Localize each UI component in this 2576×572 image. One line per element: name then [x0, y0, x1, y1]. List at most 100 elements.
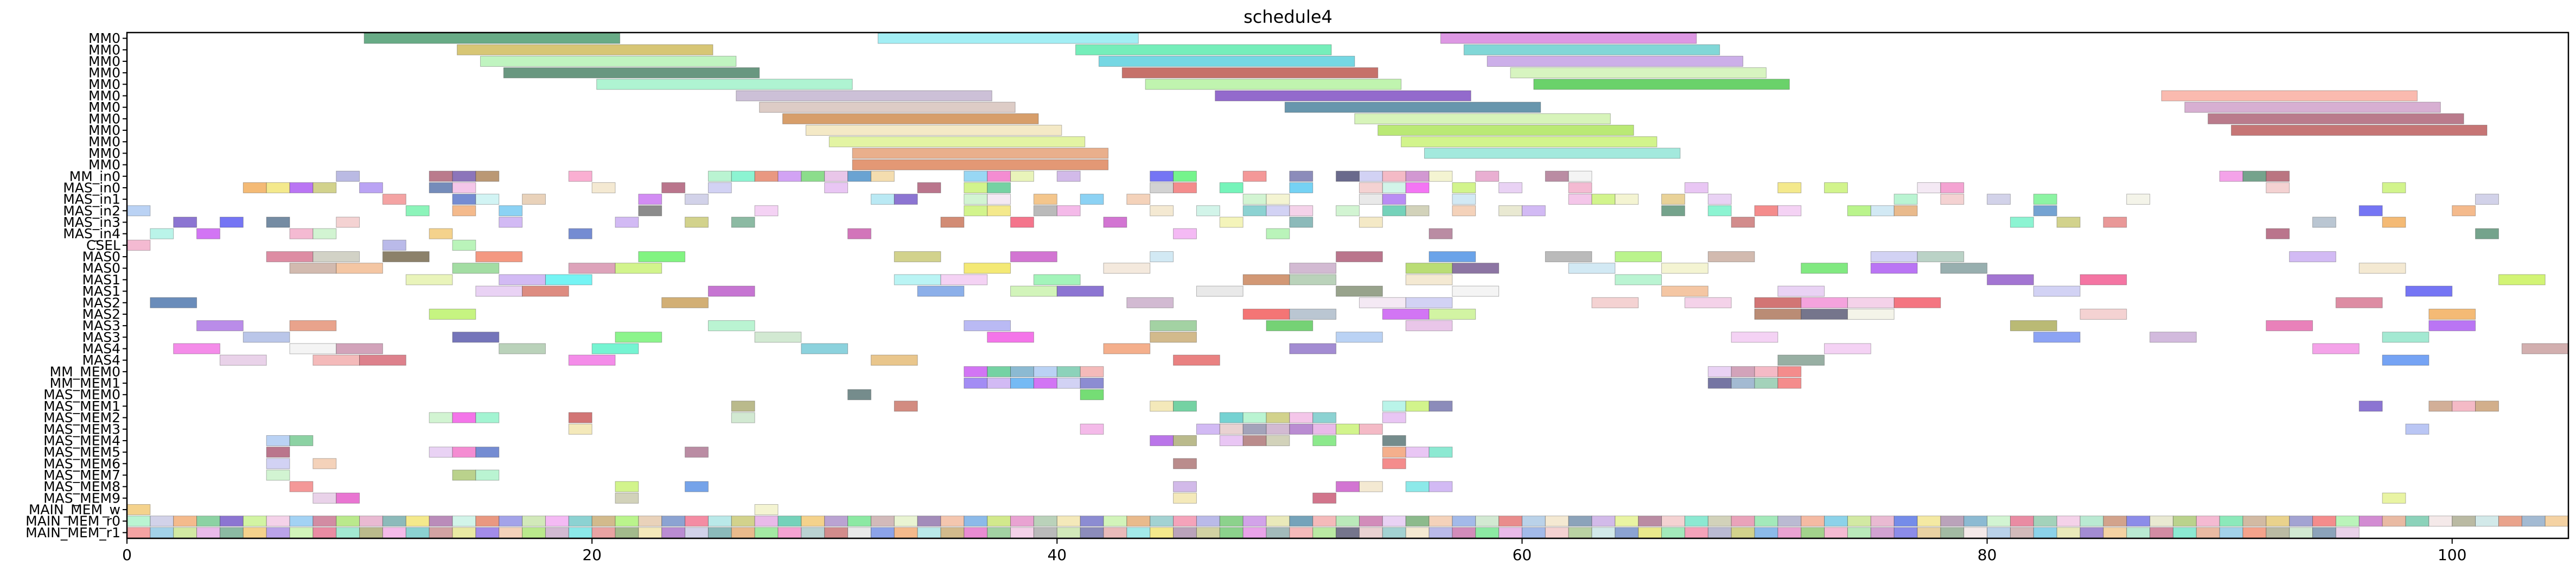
task-bar-126: [452, 205, 476, 217]
task-bar-407: [173, 516, 197, 527]
task-bar-452: [1219, 516, 1244, 527]
y-tick-label: MAS0: [82, 249, 120, 265]
task-bar-497: [2266, 516, 2290, 527]
y-tick-label: MAS4: [82, 352, 120, 368]
task-bar-359: [1266, 423, 1290, 435]
task-bar-70: [452, 182, 476, 193]
task-bar-163: [940, 217, 965, 228]
task-bar-329: [1777, 378, 1802, 389]
task-bar-136: [1242, 205, 1267, 217]
task-bar-226: [940, 274, 988, 285]
task-bar-183: [1266, 228, 1290, 239]
task-bar-394: [1359, 481, 1383, 492]
task-bar-206: [289, 263, 337, 274]
task-bar-527: [522, 527, 546, 538]
task-bar-457: [1336, 516, 1360, 527]
task-bar-582: [1801, 527, 1825, 538]
task-bar-146: [1707, 205, 1732, 217]
task-bar-473: [1707, 516, 1732, 527]
y-tick-label: MAS_MEM3: [43, 421, 120, 437]
task-bar-254: [1684, 297, 1732, 308]
task-bar-485: [1987, 516, 2011, 527]
task-bar-470: [1638, 516, 1662, 527]
task-bar-168: [1359, 217, 1383, 228]
y-tick-label: MAS_in4: [63, 226, 120, 241]
task-bar-141: [1405, 205, 1430, 217]
task-bar-66: [289, 182, 314, 193]
task-bar-67: [313, 182, 337, 193]
task-bar-127: [499, 205, 523, 217]
task-bar-65: [266, 182, 290, 193]
chart-title: schedule4: [1244, 7, 1332, 27]
task-bar-371: [1266, 435, 1290, 446]
task-bar-481: [1893, 516, 1918, 527]
task-bar-491: [2126, 516, 2151, 527]
task-bar-332: [731, 401, 755, 412]
task-bar-194: [638, 251, 686, 263]
task-bar-312: [1010, 366, 1034, 377]
task-bar-338: [1429, 401, 1453, 412]
task-bar-380: [1405, 447, 1430, 458]
task-bar-22: [1354, 113, 1611, 124]
x-tick-label: 100: [2438, 546, 2466, 564]
task-bar-546: [964, 527, 988, 538]
task-bar-31: [852, 159, 1109, 170]
task-bar-118: [1893, 194, 1918, 205]
task-bar-196: [1010, 251, 1057, 263]
task-bar-58: [1475, 170, 1500, 182]
task-bar-158: [336, 217, 360, 228]
task-bar-525: [475, 527, 500, 538]
task-bar-586: [1893, 527, 1918, 538]
task-bar-418: [429, 516, 453, 527]
task-bar-508: [2521, 516, 2546, 527]
task-bar-220: [1940, 263, 1988, 274]
task-bar-27: [828, 136, 1086, 148]
task-bar-96: [452, 194, 476, 205]
task-bar-33: [429, 170, 453, 182]
task-bar-455: [1289, 516, 1313, 527]
task-bar-391: [685, 481, 709, 492]
task-bar-373: [1382, 435, 1406, 446]
task-bar-597: [2150, 527, 2173, 538]
task-bar-377: [475, 447, 500, 458]
task-bar-215: [1452, 263, 1500, 274]
y-tick-label: MAS_MEM4: [43, 433, 120, 448]
task-bar-315: [1080, 366, 1104, 377]
task-bar-519: [336, 527, 360, 538]
task-bar-326: [1707, 378, 1732, 389]
task-bar-131: [987, 205, 1011, 217]
task-bar-19: [1284, 101, 1541, 113]
task-bar-102: [894, 194, 918, 205]
task-bar-514: [219, 527, 244, 538]
task-bar-79: [1173, 182, 1197, 193]
task-bar-366: [289, 435, 314, 446]
y-tick-label: MM0: [88, 53, 120, 69]
task-bar-236: [522, 285, 569, 297]
task-bar-191: [313, 251, 360, 263]
task-bar-289: [2150, 332, 2197, 343]
task-bar-176: [196, 228, 220, 239]
task-bar-111: [1382, 194, 1406, 205]
task-bar-395: [1405, 481, 1430, 492]
task-bar-595: [2103, 527, 2127, 538]
task-bar-564: [1382, 527, 1406, 538]
task-bar-321: [987, 378, 1011, 389]
task-bar-34: [452, 170, 476, 182]
y-tick-label: MM0: [88, 123, 120, 138]
y-tick-label: MM0: [88, 145, 120, 161]
task-bar-358: [1242, 423, 1267, 435]
task-bar-360: [1289, 423, 1313, 435]
task-bar-182: [1173, 228, 1197, 239]
task-bar-69: [429, 182, 453, 193]
task-bar-440: [940, 516, 965, 527]
task-bar-581: [1777, 527, 1802, 538]
task-bar-177: [289, 228, 314, 239]
task-bar-190: [266, 251, 314, 263]
task-bar-12: [596, 79, 853, 90]
task-bar-587: [1917, 527, 1941, 538]
task-bar-341: [2452, 401, 2476, 412]
task-bar-503: [2405, 516, 2430, 527]
task-bar-185: [2266, 228, 2290, 239]
task-bar-499: [2312, 516, 2336, 527]
task-bar-346: [568, 412, 592, 423]
